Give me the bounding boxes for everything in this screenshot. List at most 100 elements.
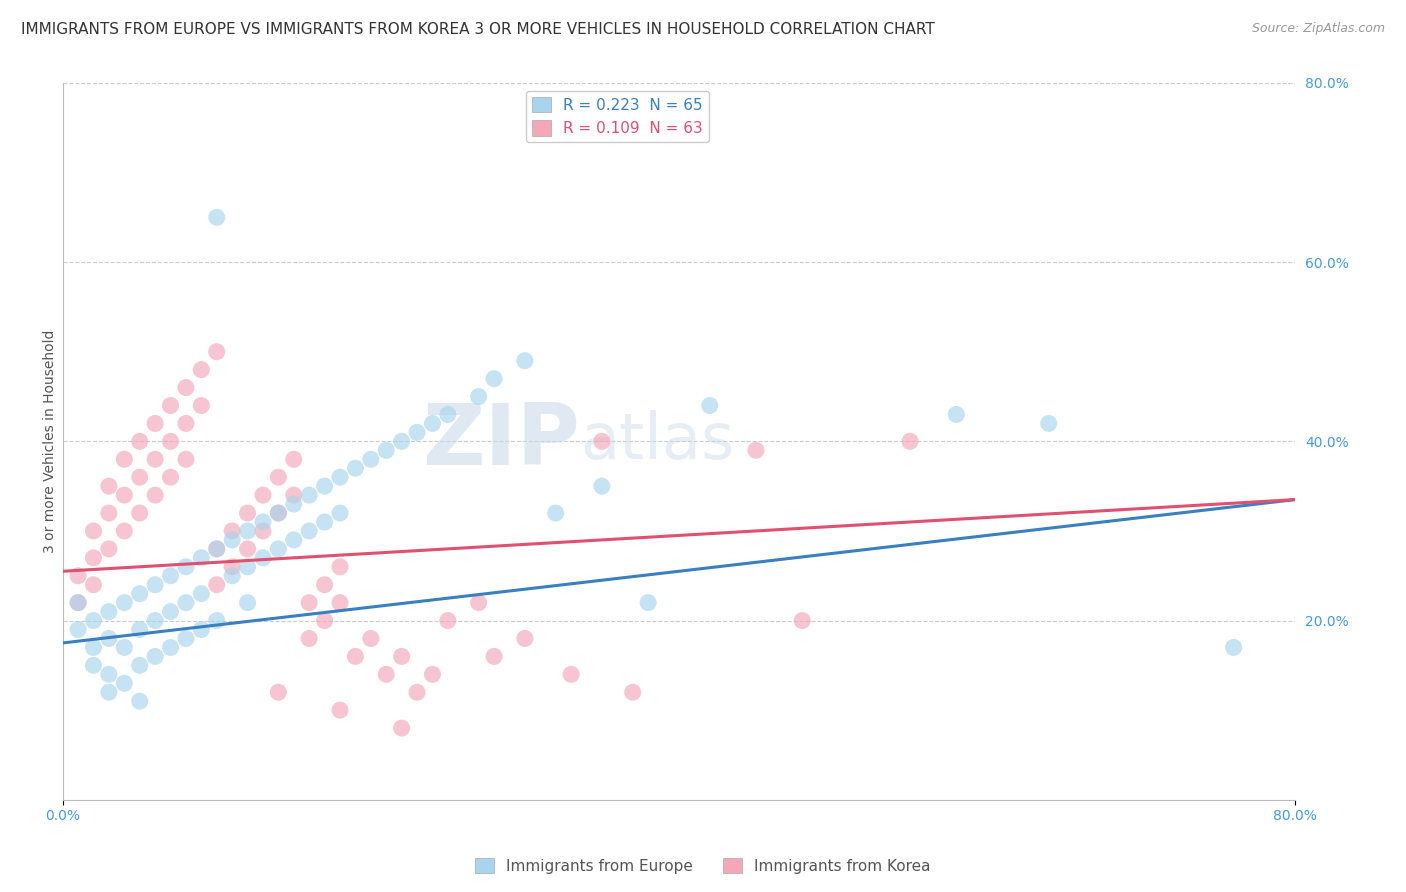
Point xyxy=(143,488,166,502)
Point xyxy=(314,515,336,529)
Point xyxy=(190,362,212,376)
Point xyxy=(97,541,120,556)
Point xyxy=(143,417,166,431)
Point xyxy=(699,399,721,413)
Text: Source: ZipAtlas.com: Source: ZipAtlas.com xyxy=(1251,22,1385,36)
Point xyxy=(1222,640,1244,655)
Point xyxy=(159,399,181,413)
Point xyxy=(1038,417,1060,431)
Point xyxy=(391,434,413,449)
Point xyxy=(205,541,228,556)
Point xyxy=(314,479,336,493)
Point xyxy=(467,596,489,610)
Point xyxy=(82,550,104,565)
Point xyxy=(67,568,90,582)
Y-axis label: 3 or more Vehicles in Household: 3 or more Vehicles in Household xyxy=(44,330,58,553)
Point xyxy=(792,614,814,628)
Point xyxy=(190,550,212,565)
Point xyxy=(329,703,352,717)
Point xyxy=(112,452,135,467)
Point xyxy=(128,470,150,484)
Point xyxy=(314,578,336,592)
Point xyxy=(128,694,150,708)
Point xyxy=(437,614,460,628)
Point xyxy=(283,452,305,467)
Point xyxy=(159,605,181,619)
Point xyxy=(205,614,228,628)
Point xyxy=(221,524,243,538)
Point xyxy=(344,649,367,664)
Point xyxy=(482,371,505,385)
Point xyxy=(221,568,243,582)
Point xyxy=(344,461,367,475)
Point xyxy=(513,353,536,368)
Point xyxy=(329,470,352,484)
Point xyxy=(67,596,90,610)
Point xyxy=(360,632,382,646)
Point xyxy=(283,533,305,547)
Point xyxy=(190,399,212,413)
Point xyxy=(329,596,352,610)
Legend: Immigrants from Europe, Immigrants from Korea: Immigrants from Europe, Immigrants from … xyxy=(470,852,936,880)
Point xyxy=(298,488,321,502)
Point xyxy=(375,667,398,681)
Point xyxy=(128,623,150,637)
Text: ZIP: ZIP xyxy=(423,400,581,483)
Point xyxy=(591,434,613,449)
Point xyxy=(205,578,228,592)
Point xyxy=(128,658,150,673)
Point xyxy=(391,721,413,735)
Point xyxy=(252,524,274,538)
Point xyxy=(329,559,352,574)
Point xyxy=(143,578,166,592)
Point xyxy=(544,506,567,520)
Point xyxy=(236,524,259,538)
Point xyxy=(205,211,228,225)
Point xyxy=(82,640,104,655)
Point xyxy=(422,667,444,681)
Point xyxy=(467,390,489,404)
Point xyxy=(159,470,181,484)
Point xyxy=(159,568,181,582)
Point xyxy=(267,506,290,520)
Point xyxy=(591,479,613,493)
Point xyxy=(97,632,120,646)
Point xyxy=(174,452,197,467)
Point xyxy=(236,541,259,556)
Point xyxy=(267,506,290,520)
Point xyxy=(360,452,382,467)
Point xyxy=(159,434,181,449)
Point xyxy=(221,533,243,547)
Point xyxy=(82,578,104,592)
Point xyxy=(267,470,290,484)
Point xyxy=(112,596,135,610)
Point xyxy=(112,524,135,538)
Point xyxy=(128,434,150,449)
Point xyxy=(143,614,166,628)
Point xyxy=(112,488,135,502)
Point xyxy=(128,506,150,520)
Point xyxy=(298,596,321,610)
Point xyxy=(329,506,352,520)
Point xyxy=(945,408,967,422)
Point xyxy=(236,506,259,520)
Point xyxy=(128,587,150,601)
Point xyxy=(406,425,429,440)
Point xyxy=(97,685,120,699)
Point xyxy=(205,344,228,359)
Point xyxy=(283,497,305,511)
Point xyxy=(252,550,274,565)
Point xyxy=(221,559,243,574)
Point xyxy=(267,541,290,556)
Point xyxy=(67,623,90,637)
Point xyxy=(236,596,259,610)
Point xyxy=(67,596,90,610)
Point xyxy=(97,506,120,520)
Point xyxy=(437,408,460,422)
Point xyxy=(391,649,413,664)
Point xyxy=(97,479,120,493)
Point xyxy=(174,417,197,431)
Point xyxy=(190,623,212,637)
Point xyxy=(97,667,120,681)
Point xyxy=(159,640,181,655)
